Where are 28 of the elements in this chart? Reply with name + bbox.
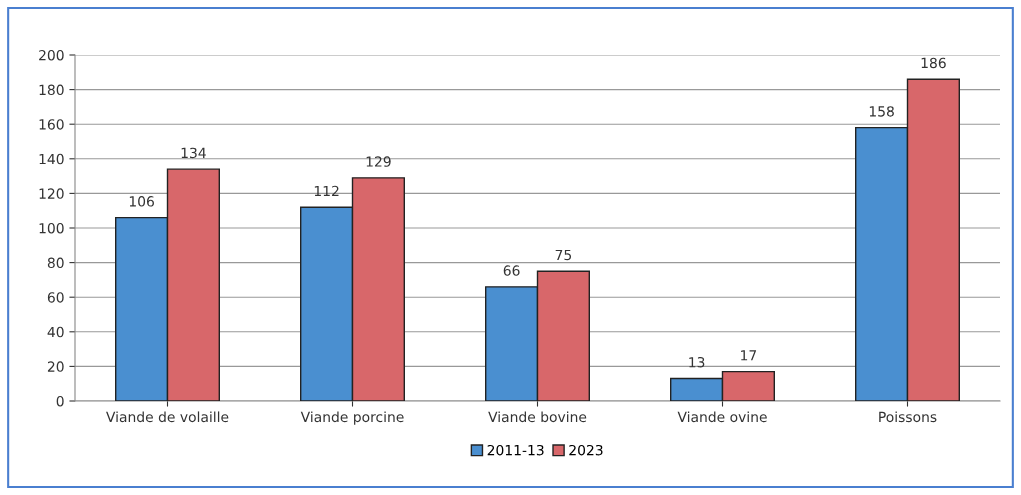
y-tick-label: 140	[39, 153, 64, 165]
data-label: 106	[129, 196, 154, 207]
data-label: 112	[314, 185, 339, 197]
y-tick-label: 60	[47, 292, 64, 303]
y-tick-label: 80	[47, 257, 64, 269]
y-tick-label: 20	[47, 361, 64, 372]
data-label: 186	[921, 57, 946, 69]
data-label: 75	[555, 249, 572, 261]
data-label: 17	[741, 350, 757, 361]
x-tick-label: Viande de volaille	[106, 411, 229, 423]
y-tick-label: 200	[39, 49, 64, 61]
data-label: 158	[869, 106, 894, 117]
legend-label: 2011-13	[487, 444, 544, 456]
data-label: 66	[503, 265, 520, 276]
x-tick-label: Poissons	[879, 411, 937, 423]
y-tick-label: 40	[47, 326, 64, 338]
x-tick-label: Viande ovine	[677, 411, 767, 423]
x-tick-label: Viande bovine	[488, 411, 587, 423]
y-tick-label: 100	[39, 222, 64, 234]
data-label: 13	[689, 356, 705, 368]
data-label: 129	[366, 156, 391, 167]
data-label: 134	[181, 147, 206, 159]
legend-label: 2023	[569, 444, 603, 456]
y-tick-label: 180	[39, 84, 64, 96]
x-tick-label: Viande porcine	[300, 411, 404, 425]
y-tick-label: 160	[39, 119, 64, 130]
y-tick-label: 120	[39, 188, 64, 199]
y-tick-label: 0	[56, 395, 64, 407]
